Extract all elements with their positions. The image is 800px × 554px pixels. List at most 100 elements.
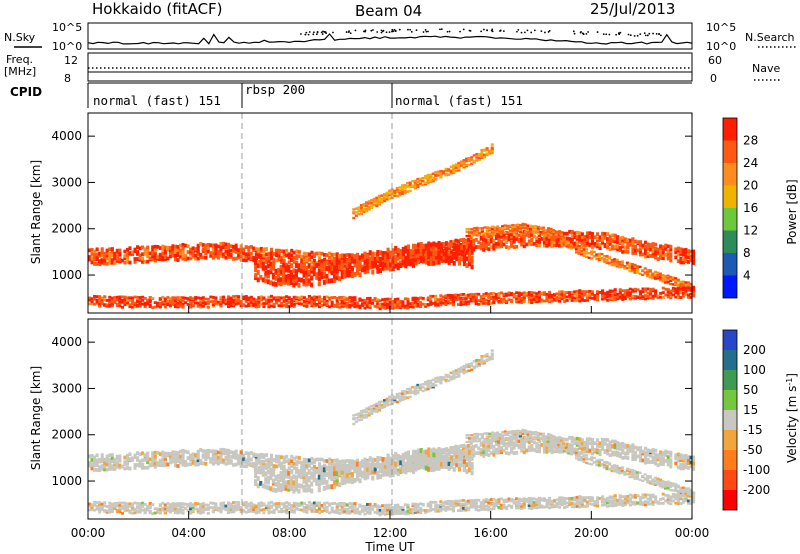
power-echo-cell bbox=[636, 288, 640, 292]
velocity-echo-cell bbox=[376, 456, 380, 461]
velocity-echo-cell bbox=[312, 460, 317, 465]
power-echo-cell bbox=[554, 237, 558, 240]
power-echo-cell bbox=[409, 261, 413, 267]
velocity-echo-cell bbox=[618, 454, 622, 459]
velocity-echo-cell bbox=[302, 468, 306, 472]
velocity-echo-cell bbox=[518, 433, 523, 436]
velocity-echo-cell bbox=[532, 440, 536, 445]
power-echo-cell bbox=[651, 242, 655, 246]
power-echo-cell bbox=[221, 254, 226, 259]
power-echo-cell bbox=[391, 305, 395, 309]
velocity-echo-cell bbox=[171, 450, 175, 455]
velocity-echo-cell bbox=[108, 457, 112, 462]
velocity-echo-cell bbox=[488, 438, 492, 441]
power-echo-cell bbox=[546, 229, 551, 232]
power-echo-cell bbox=[161, 300, 165, 304]
velocity-echo-cell bbox=[508, 437, 512, 440]
power-echo-cell bbox=[465, 228, 469, 231]
power-echo-cell bbox=[399, 254, 403, 260]
power-echo-cell bbox=[555, 296, 559, 299]
power-echo-cell bbox=[206, 246, 210, 250]
power-echo-cell bbox=[616, 245, 620, 249]
power-echo-cell bbox=[588, 292, 592, 296]
velocity-echo-cell bbox=[289, 478, 293, 484]
power-echo-cell bbox=[110, 247, 114, 251]
power-echo-cell bbox=[307, 270, 311, 275]
power-echo-cell bbox=[449, 172, 453, 175]
power-echo-cell bbox=[302, 299, 306, 303]
power-echo-cell bbox=[498, 231, 502, 234]
power-echo-cell bbox=[168, 250, 172, 255]
power-echo-cell bbox=[237, 255, 241, 260]
power-echo-cell bbox=[219, 296, 223, 300]
velocity-echo-cell bbox=[282, 458, 286, 463]
velocity-echo-cell bbox=[269, 459, 274, 464]
velocity-echo-cell bbox=[573, 437, 577, 442]
power-echo-cell bbox=[317, 295, 322, 299]
velocity-echo-cell bbox=[511, 435, 515, 439]
power-echo-cell bbox=[686, 288, 691, 292]
power-echo-cell bbox=[482, 240, 486, 245]
velocity-echo-cell bbox=[103, 501, 107, 505]
power-echo-cell bbox=[446, 301, 450, 305]
power-echo-cell bbox=[394, 258, 398, 264]
power-echo-cell bbox=[363, 303, 367, 306]
power-echo-cell bbox=[689, 287, 693, 290]
velocity-echo-cell bbox=[302, 461, 306, 466]
power-echo-cell bbox=[480, 148, 484, 152]
velocity-echo-cell bbox=[378, 462, 382, 468]
power-echo-cell bbox=[661, 295, 665, 299]
power-echo-cell bbox=[133, 305, 137, 309]
velocity-echo-cell bbox=[368, 467, 372, 473]
velocity-echo-cell bbox=[513, 434, 517, 438]
velocity-echo-cell bbox=[595, 459, 599, 462]
nsearch-dot bbox=[409, 28, 412, 31]
power-echo-cell bbox=[580, 298, 584, 302]
velocity-echo-cell bbox=[598, 441, 602, 446]
power-echo-cell bbox=[348, 262, 352, 267]
velocity-echo-cell bbox=[100, 466, 104, 471]
velocity-echo-cell bbox=[554, 437, 558, 440]
power-echo-cell bbox=[489, 234, 493, 239]
power-echo-cell bbox=[651, 249, 655, 254]
power-echo-cell bbox=[643, 244, 648, 249]
power-echo-cell bbox=[492, 301, 496, 305]
power-echo-cell bbox=[580, 240, 584, 245]
power-echo-cell bbox=[462, 159, 466, 162]
velocity-echo-cell bbox=[108, 510, 112, 514]
power-echo-cell bbox=[191, 246, 195, 251]
velocity-echo-cell bbox=[138, 461, 142, 466]
power-echo-cell bbox=[666, 280, 670, 283]
power-echo-cell bbox=[383, 262, 388, 267]
power-echo-cell bbox=[393, 298, 397, 301]
power-echo-cell bbox=[297, 267, 301, 273]
power-echo-cell bbox=[287, 267, 291, 273]
power-echo-cell bbox=[133, 257, 137, 261]
nsearch-dot bbox=[388, 31, 391, 34]
velocity-echo-cell bbox=[565, 442, 569, 447]
power-echo-cell bbox=[658, 272, 663, 275]
power-echo-cell bbox=[277, 248, 281, 253]
power-echo-cell bbox=[585, 250, 589, 254]
power-echo-cell bbox=[684, 293, 688, 297]
power-echo-cell bbox=[470, 259, 474, 265]
velocity-echo-cell bbox=[123, 501, 127, 505]
power-echo-cell bbox=[284, 279, 288, 285]
power-echo-cell bbox=[352, 211, 356, 214]
velocity-echo-cell bbox=[419, 465, 423, 470]
velocity-echo-cell bbox=[88, 463, 92, 468]
velocity-echo-cell bbox=[285, 454, 289, 459]
nsearch-dot bbox=[325, 32, 328, 35]
power-echo-cell bbox=[328, 296, 332, 300]
velocity-echo-cell bbox=[569, 449, 573, 453]
velocity-echo-cell bbox=[541, 439, 545, 442]
velocity-echo-cell bbox=[582, 460, 586, 463]
power-echo-cell bbox=[378, 268, 382, 273]
cpid-mode-2: rbsp 200 bbox=[245, 82, 305, 97]
velocity-echo-cell bbox=[562, 443, 566, 446]
velocity-echo-cell bbox=[275, 459, 279, 464]
power-echo-cell bbox=[257, 247, 261, 252]
power-echo-cell bbox=[186, 297, 190, 300]
power-echo-cell bbox=[578, 231, 582, 236]
power-echo-cell bbox=[390, 188, 394, 191]
